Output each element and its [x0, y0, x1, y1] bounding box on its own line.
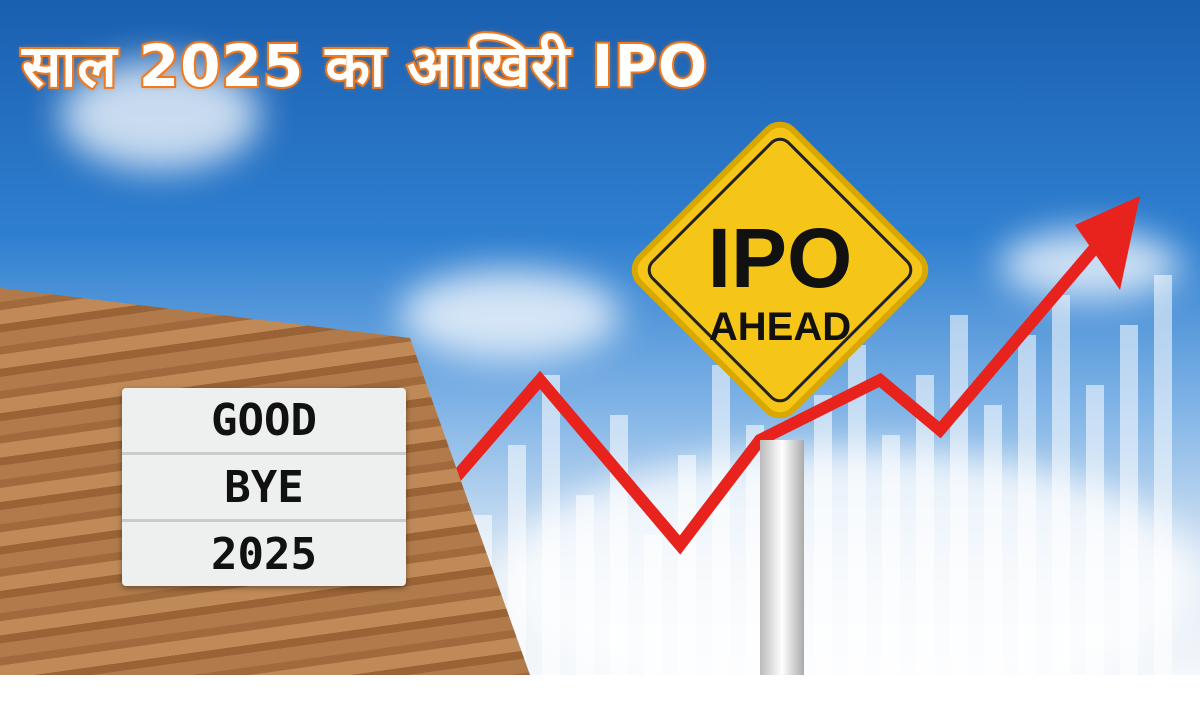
sign-line-2: AHEAD	[708, 305, 852, 349]
background-bar	[1154, 275, 1172, 675]
ipo-ahead-sign: IPO AHEAD	[620, 110, 940, 430]
background-bar	[1018, 335, 1036, 675]
background-bar	[814, 395, 832, 675]
sign-pole	[760, 440, 804, 675]
background-bar	[712, 365, 730, 675]
background-bar	[1086, 385, 1104, 675]
background-bar	[984, 405, 1002, 675]
background-bar	[678, 455, 696, 675]
sign-line-1: IPO	[707, 211, 853, 305]
background-bar	[916, 375, 934, 675]
board-line-3: 2025	[211, 528, 317, 580]
background-bar	[848, 345, 866, 675]
cloud	[60, 60, 260, 170]
headline: साल 2025 का आखिरी IPO	[20, 30, 709, 102]
board-line-1: GOOD	[122, 388, 406, 455]
background-bar	[576, 495, 594, 675]
background-bar	[1120, 325, 1138, 675]
background-bar	[508, 445, 526, 675]
background-bar	[882, 435, 900, 675]
background-bar	[1052, 295, 1070, 675]
letter-board: GOOD BYE 2025	[122, 388, 406, 586]
cloud	[400, 270, 620, 360]
background-bar	[746, 425, 764, 675]
background-bar	[644, 535, 662, 675]
background-bar	[542, 375, 560, 675]
board-line-2: BYE	[122, 455, 406, 522]
